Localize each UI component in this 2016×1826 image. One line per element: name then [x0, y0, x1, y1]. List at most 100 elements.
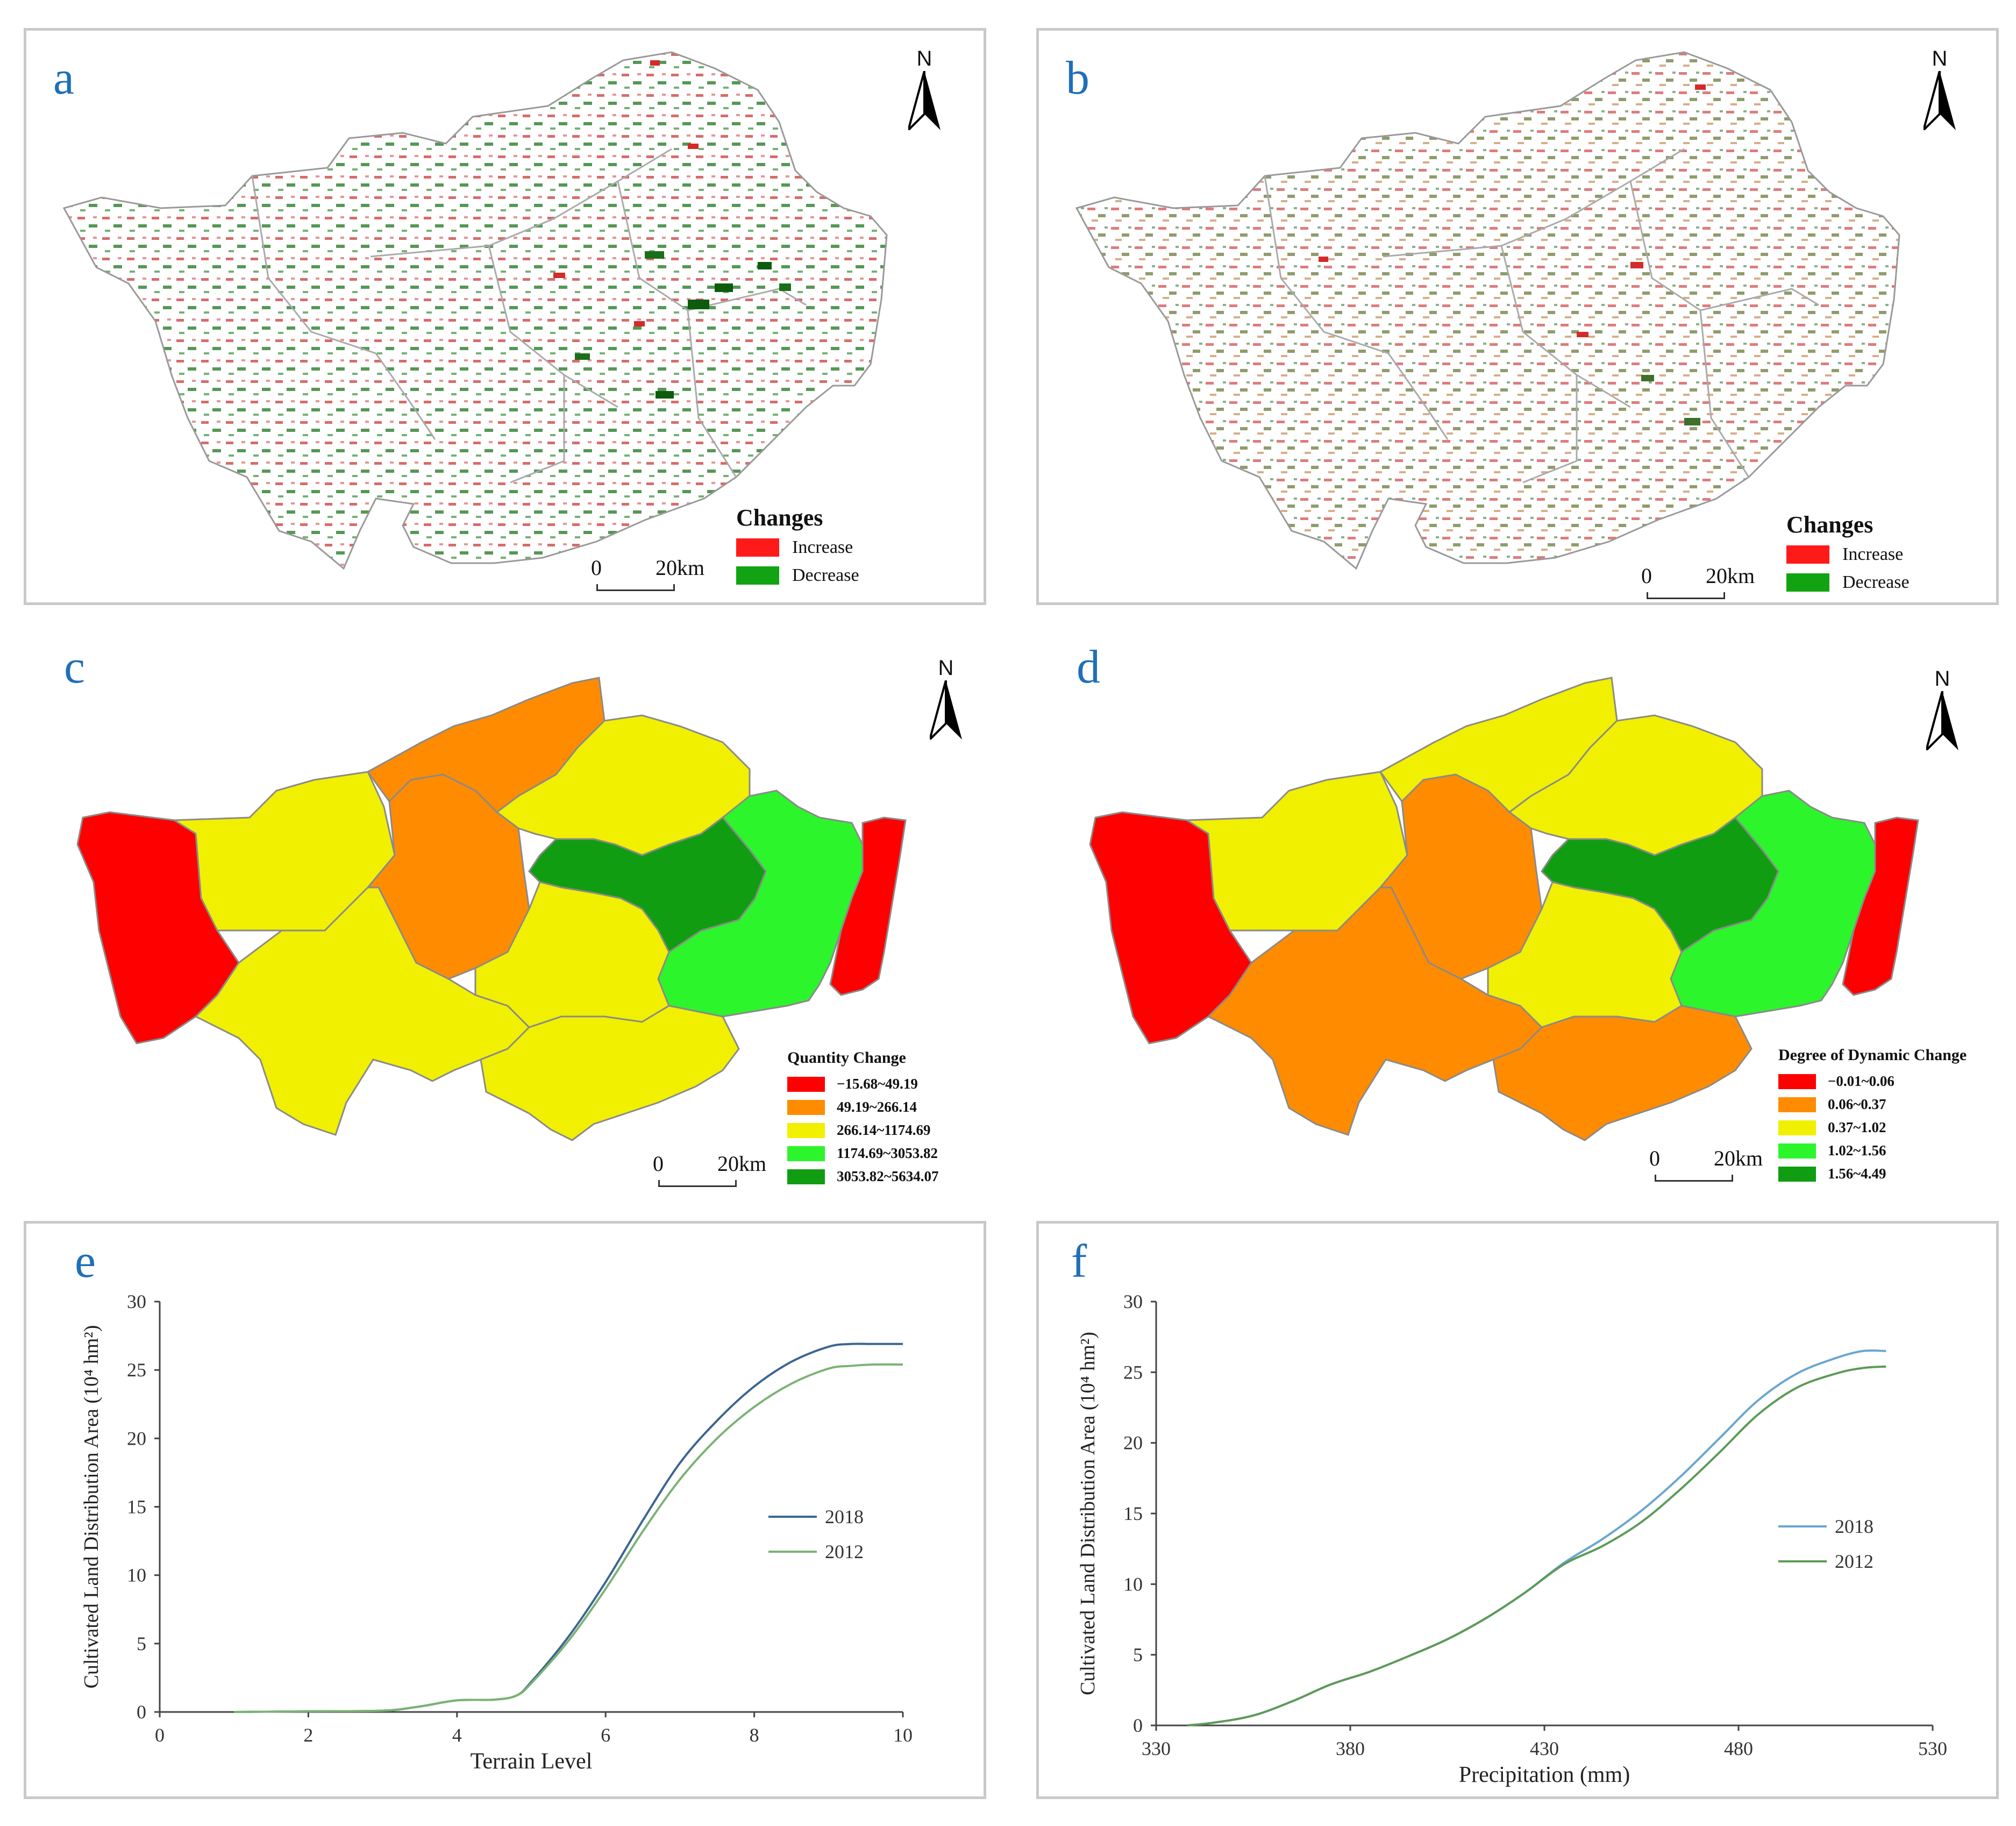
y-tick-label: 15 — [1123, 1503, 1143, 1524]
legend-label: Increase — [792, 537, 853, 557]
series-line-2018 — [234, 1342, 903, 1713]
scale-twenty: 20 — [1714, 1146, 1735, 1170]
legend-label-2018: 2018 — [1835, 1516, 1873, 1537]
chart-terrain-level: 0 2 4 6 8 10 0 5 10 15 20 25 30 Terrain Level Cultivat… — [80, 1291, 913, 1774]
study-area-outline — [1075, 51, 1900, 570]
legend-label: 1174.69~3053.82 — [837, 1145, 938, 1161]
county-orange-south — [1492, 1005, 1753, 1141]
y-tick-label: 20 — [127, 1427, 146, 1449]
legend-label: Decrease — [1842, 572, 1910, 592]
legend-label-2012: 2012 — [1835, 1551, 1873, 1572]
scale-bar: 0 20km — [591, 555, 731, 598]
map-change-2018 — [1075, 51, 1900, 570]
y-tick-label: 25 — [1123, 1361, 1143, 1383]
legend-label-2012: 2012 — [825, 1541, 864, 1562]
panel-label: f — [1071, 1235, 1087, 1288]
scale-unit: km — [1727, 564, 1755, 588]
hotspot-clusters — [553, 60, 791, 399]
legend-label: Decrease — [792, 565, 859, 585]
series-line-2012 — [234, 1363, 903, 1713]
legend-label: 1.56~4.49 — [1828, 1166, 1886, 1182]
chart-precipitation: 330 380 430 480 530 0 5 10 15 20 25 30 Precipitation… — [1077, 1291, 1947, 1787]
x-tick-label: 330 — [1142, 1738, 1171, 1759]
north-letter: N — [1932, 47, 1948, 70]
y-axis-title: Cultivated Land Distribution Area (10⁴ h… — [1077, 1332, 1099, 1695]
legend-title: Changes — [1786, 511, 1873, 538]
panel-e: e 0 2 4 6 8 10 0 5 10 15 20 25 30 Terrain Level Cultiv… — [24, 1221, 986, 1799]
panel-label: d — [1077, 641, 1100, 693]
legend-item: 1174.69~3053.82 — [787, 1142, 939, 1165]
panel-label: b — [1066, 52, 1089, 104]
scale-unit: km — [677, 556, 705, 580]
county-yellow-south — [480, 1005, 740, 1141]
legend-item: 3053.82~5634.07 — [787, 1165, 939, 1188]
x-tick-label: 480 — [1724, 1738, 1753, 1759]
y-tick-label: 15 — [127, 1496, 146, 1518]
y-tick-label: 10 — [127, 1565, 146, 1586]
y-tick-label: 30 — [1123, 1291, 1143, 1312]
legend-item: 266.14~1174.69 — [787, 1119, 939, 1142]
y-tick-label: 20 — [1123, 1432, 1143, 1454]
x-tick-label: 2 — [303, 1724, 313, 1746]
legend-item: Increase — [736, 534, 859, 562]
y-tick-label: 25 — [127, 1359, 146, 1381]
north-arrow: N — [900, 47, 949, 130]
legend-item: Increase — [1786, 541, 1910, 569]
dynamic-legend: Degree of Dynamic Change −0.01~0.06 0.06… — [1778, 1046, 1967, 1185]
legend-label: 266.14~1174.69 — [837, 1122, 931, 1138]
scale-bar: 0 20km — [653, 1151, 793, 1194]
y-tick-label: 0 — [137, 1701, 146, 1723]
panel-label: e — [75, 1235, 96, 1288]
legend-item: Decrease — [1786, 569, 1910, 596]
legend-item: 49.19~266.14 — [787, 1096, 939, 1119]
map-change-2012 — [62, 51, 888, 570]
north-letter: N — [1934, 667, 1950, 691]
map-dynamic-degree — [1089, 677, 1919, 1141]
y-tick-label: 5 — [1133, 1644, 1143, 1666]
panel-b: b N Changes Increase Decrease 0 — [1036, 28, 1999, 605]
x-tick-label: 10 — [893, 1724, 913, 1746]
legend-item: 1.56~4.49 — [1778, 1162, 1967, 1185]
legend-title: Quantity Change — [787, 1049, 906, 1067]
x-tick-label: 380 — [1336, 1738, 1365, 1759]
y-tick-label: 0 — [1133, 1715, 1143, 1736]
change-legend: Changes Increase Decrease — [1786, 511, 1910, 596]
legend-label: 0.06~0.37 — [1828, 1096, 1886, 1112]
x-tick-label: 430 — [1530, 1738, 1559, 1759]
legend-item: 0.37~1.02 — [1778, 1116, 1967, 1139]
panel-a: a N Changes — [24, 28, 986, 605]
north-arrow: N — [1918, 667, 1967, 750]
scale-bar: 0 20km — [1641, 563, 1781, 606]
panel-label: c — [64, 641, 86, 693]
legend-label: −15.68~49.19 — [837, 1076, 918, 1092]
quantity-legend: Quantity Change −15.68~49.19 49.19~266.1… — [787, 1049, 939, 1188]
map-quantity-change — [76, 677, 907, 1141]
scale-bar: 0 20km — [1649, 1146, 1789, 1189]
legend-item: 1.02~1.56 — [1778, 1139, 1967, 1162]
y-tick-label: 5 — [137, 1633, 146, 1654]
scale-twenty: 20 — [717, 1152, 739, 1176]
series-line-2012 — [1187, 1365, 1886, 1726]
legend-title: Changes — [736, 505, 823, 531]
legend-label: 49.19~266.14 — [837, 1099, 917, 1115]
y-tick-label: 10 — [1123, 1573, 1143, 1595]
hotspot-clusters — [1319, 84, 1706, 425]
scale-zero: 0 — [653, 1152, 664, 1176]
x-tick-label: 530 — [1918, 1738, 1947, 1759]
x-axis-title: Precipitation (mm) — [1459, 1763, 1630, 1787]
north-arrow: N — [922, 656, 970, 740]
study-area-outline — [62, 51, 888, 570]
legend-title: Degree of Dynamic Change — [1778, 1046, 1967, 1064]
change-legend: Changes Increase Decrease — [736, 504, 859, 589]
scale-zero: 0 — [1649, 1146, 1660, 1170]
county-red-east — [1842, 816, 1919, 996]
scale-unit: km — [1735, 1146, 1763, 1170]
legend-label: 3053.82~5634.07 — [837, 1168, 939, 1184]
legend-item: 0.06~0.37 — [1778, 1093, 1967, 1116]
legend-item: Decrease — [736, 562, 859, 589]
scale-zero: 0 — [1641, 564, 1652, 588]
scale-twenty: 20 — [1706, 564, 1727, 588]
x-tick-label: 0 — [155, 1724, 165, 1746]
north-letter: N — [916, 47, 932, 70]
legend-label: 1.02~1.56 — [1828, 1142, 1886, 1159]
